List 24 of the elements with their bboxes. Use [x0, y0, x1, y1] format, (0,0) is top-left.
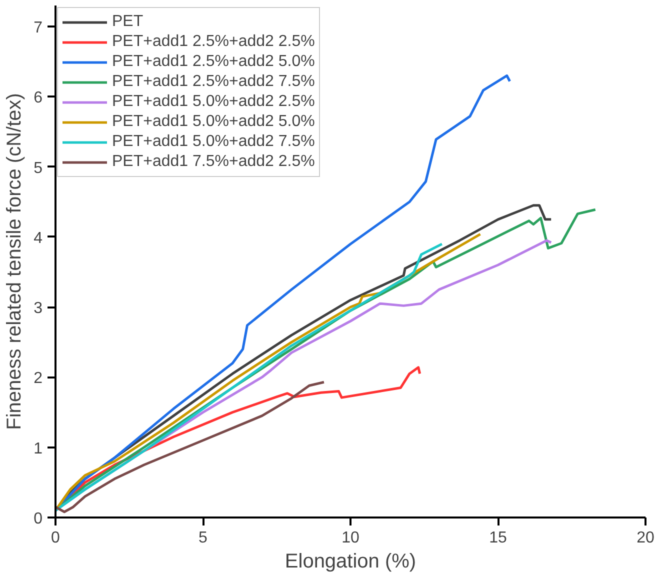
legend-label: PET+add1 2.5%+add2 7.5% [112, 73, 315, 91]
legend-label: PET+add1 5.0%+add2 2.5% [112, 93, 315, 111]
y-tick-label: 0 [34, 510, 43, 528]
legend-label: PET+add1 5.0%+add2 5.0% [112, 113, 315, 131]
x-tick-label: 10 [342, 530, 360, 546]
y-axis-title: Fineness related tensile force (cN/tex) [4, 93, 26, 430]
x-tick-label: 20 [636, 530, 654, 546]
y-tick-label: 3 [34, 300, 43, 318]
y-tick-label: 2 [34, 370, 43, 388]
legend-label: PET+add1 5.0%+add2 7.5% [112, 133, 315, 151]
line-series [56, 380, 326, 514]
y-tick-label: 1 [34, 440, 43, 458]
legend-label: PET [112, 13, 144, 31]
y-tick-label: 6 [34, 90, 43, 107]
legend-label: PET+add1 2.5%+add2 5.0% [112, 53, 315, 71]
y-tick-label: 5 [34, 160, 43, 177]
y-tick-label: 4 [34, 230, 43, 247]
legend-label: PET+add1 7.5%+add2 2.5% [112, 153, 315, 171]
legend-label: PET+add1 2.5%+add2 2.5% [112, 33, 315, 51]
x-tick-label: 15 [489, 530, 507, 546]
x-axis-title: Elongation (%) [284, 550, 416, 572]
x-tick-label: 0 [51, 530, 60, 546]
y-tick-label: 7 [34, 20, 43, 37]
x-tick-label: 5 [198, 530, 208, 546]
